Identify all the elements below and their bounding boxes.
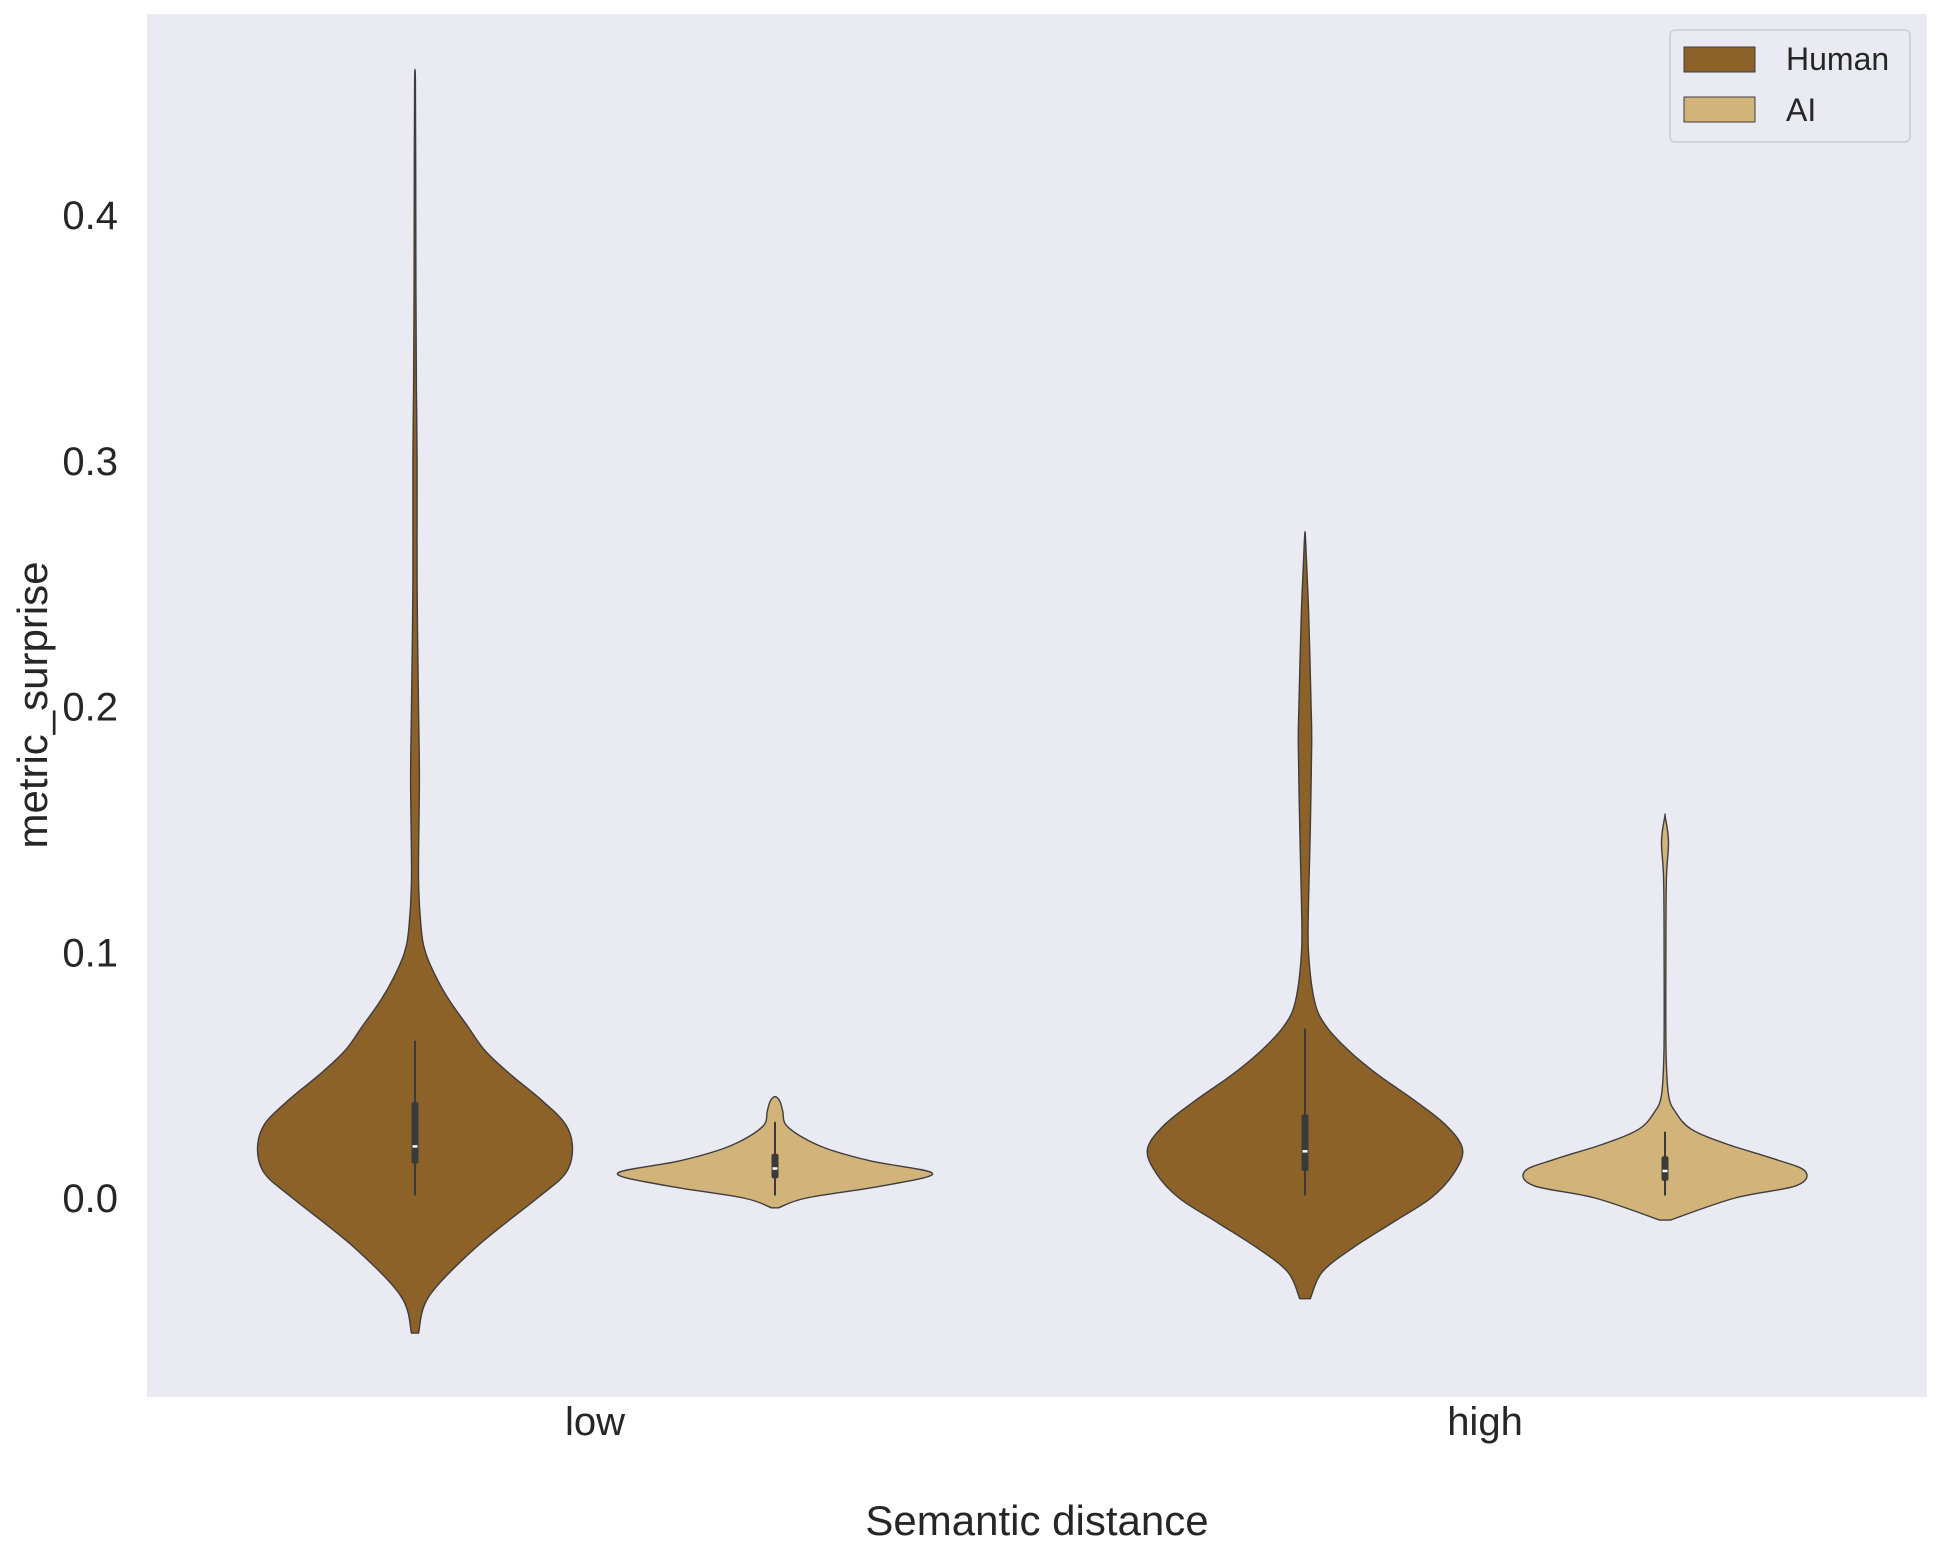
iqr-box-ai-high <box>1661 1156 1669 1181</box>
x-tick-label-low: low <box>565 1400 625 1444</box>
y-tick-label: 0.4 <box>62 194 118 238</box>
y-tick-labels: 0.0 0.1 0.2 0.3 0.4 <box>62 194 118 1221</box>
legend-label-ai: AI <box>1786 92 1816 128</box>
legend-swatch-human <box>1683 46 1756 73</box>
y-tick-label: 0.2 <box>62 686 118 730</box>
y-tick-label: 0.3 <box>62 440 118 484</box>
inner-boxes-group <box>411 1028 1669 1196</box>
legend: Human AI <box>1669 29 1911 143</box>
iqr-box-human-low <box>411 1102 419 1164</box>
iqr-box-human-high <box>1301 1114 1309 1171</box>
y-tick-label: 0.0 <box>62 1177 118 1221</box>
y-tick-label: 0.1 <box>62 931 118 975</box>
y-axis-label: metric_surprise <box>9 561 56 848</box>
x-axis-label: Semantic distance <box>865 1497 1208 1544</box>
legend-label-human: Human <box>1786 41 1889 77</box>
x-tick-label-high: high <box>1447 1400 1523 1444</box>
legend-swatch-ai <box>1683 96 1756 123</box>
iqr-box-ai-low <box>771 1153 779 1179</box>
violin-ai-high <box>1522 813 1808 1221</box>
x-tick-labels: low high <box>565 1400 1523 1444</box>
violin-human-low <box>256 68 574 1334</box>
violin-human-high <box>1146 530 1464 1300</box>
